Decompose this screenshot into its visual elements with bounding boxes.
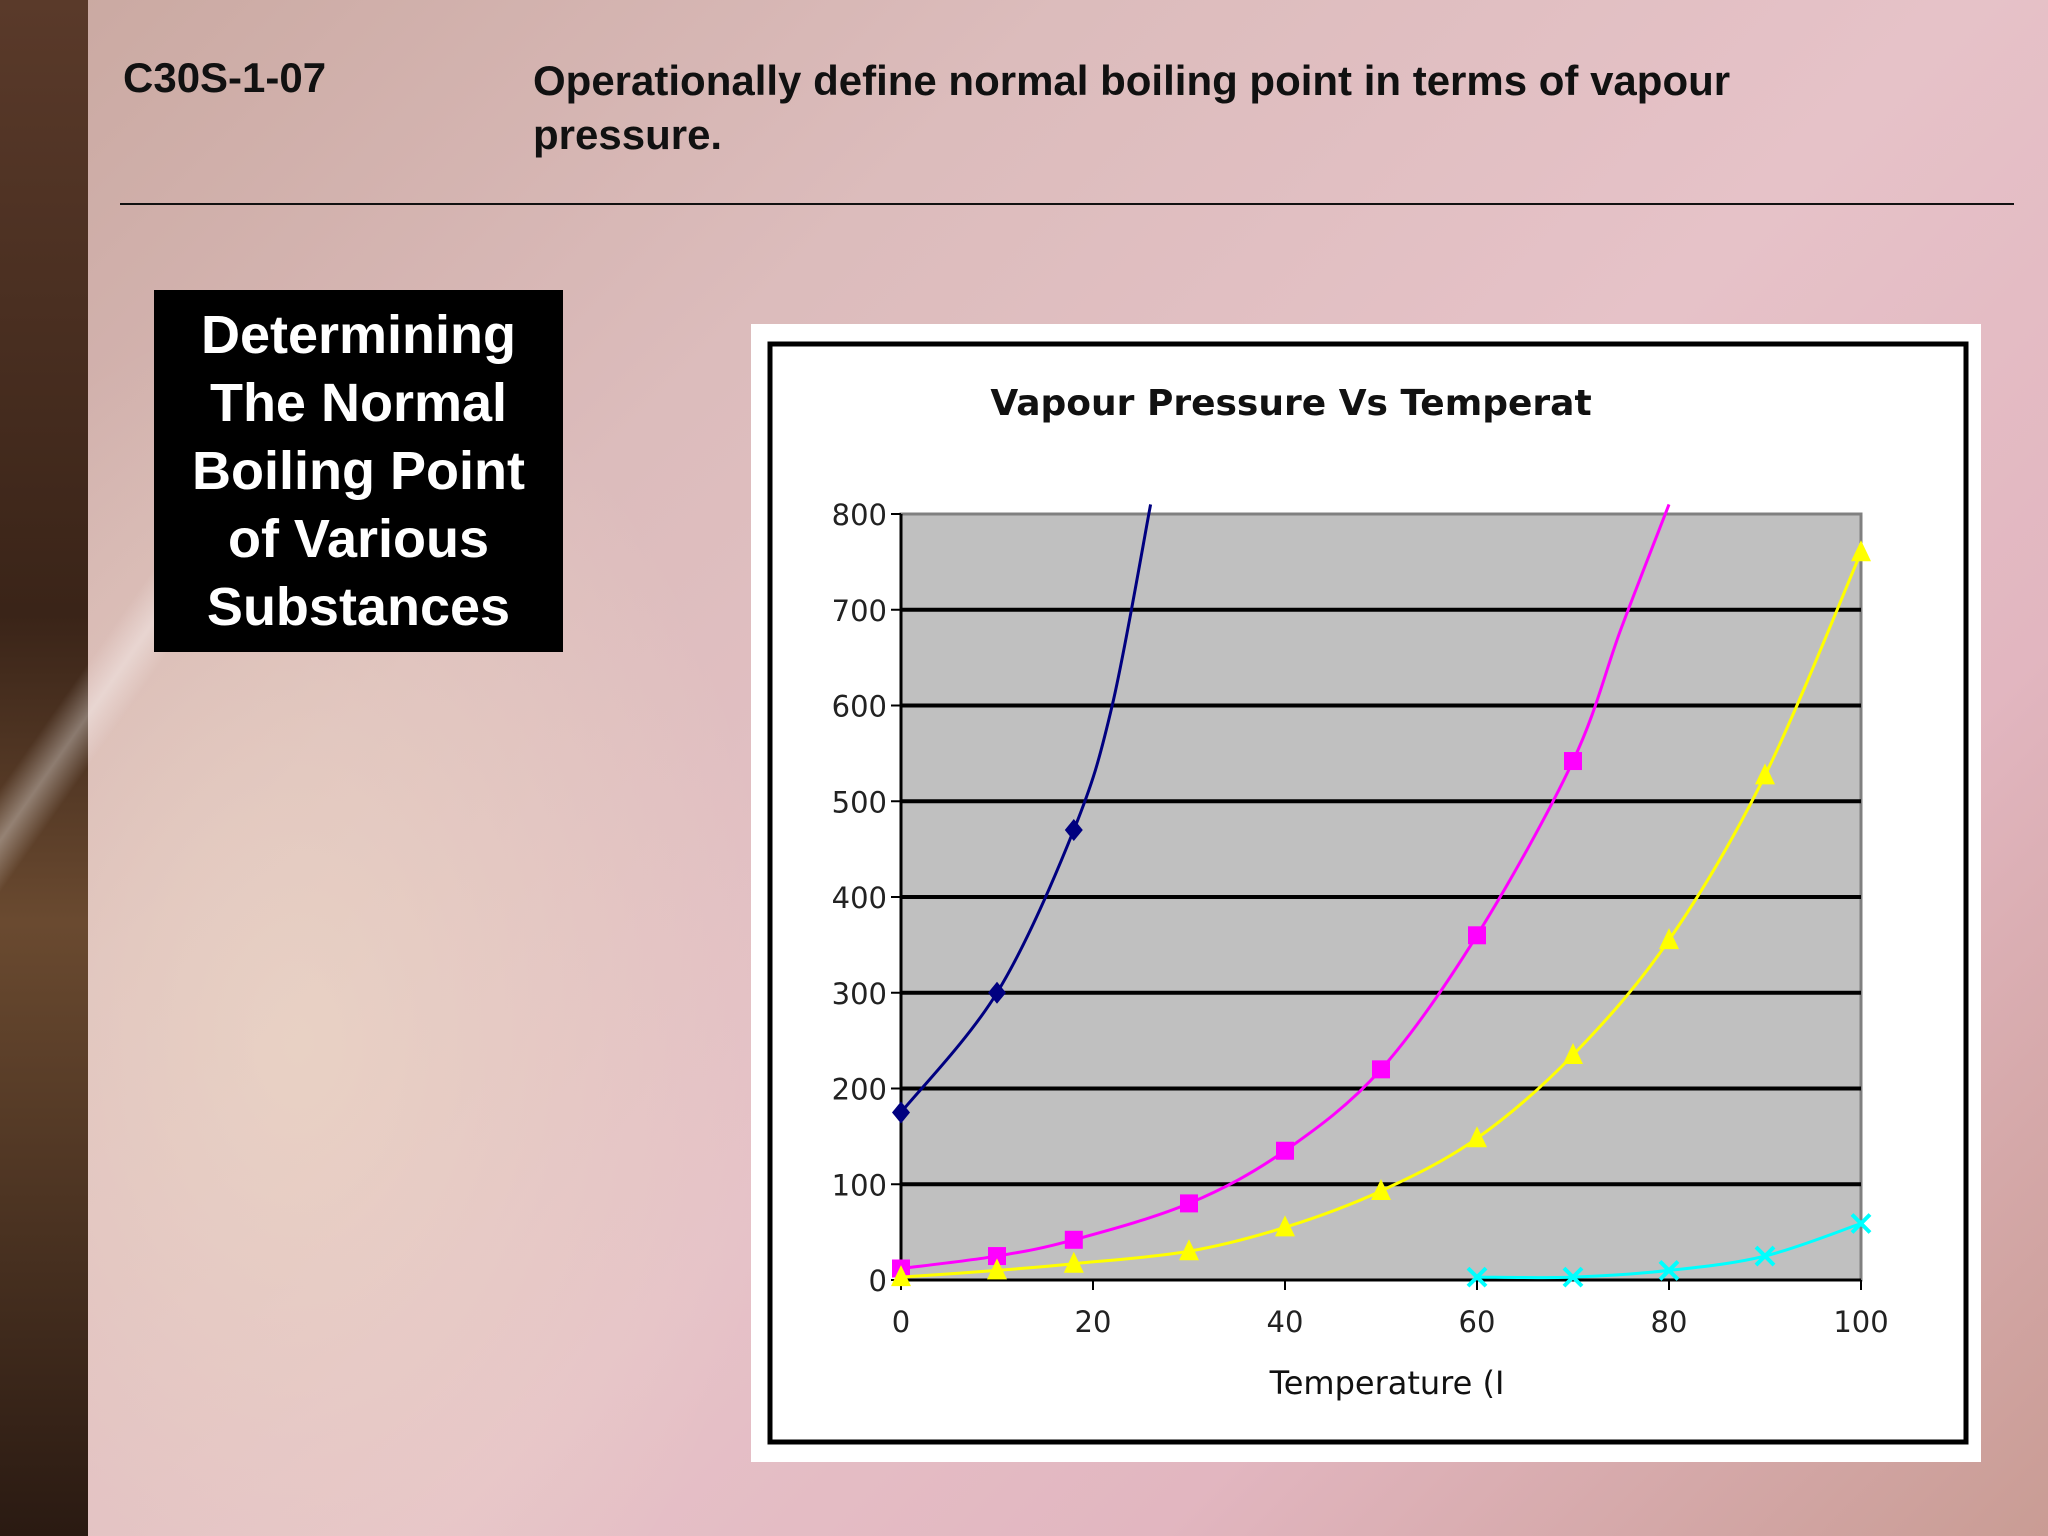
y-tick-label: 300: [832, 977, 887, 1011]
data-point-triangle: [1371, 1178, 1391, 1200]
slide-title: Determining The Normal Boiling Point of …: [192, 305, 525, 637]
y-tick-label: 800: [832, 498, 887, 532]
data-point-triangle: [1659, 928, 1679, 950]
chart-title: Vapour Pressure Vs Temperat: [990, 383, 1591, 424]
data-point-square: [1276, 1141, 1294, 1160]
x-tick-label: 40: [1267, 1305, 1304, 1339]
y-tick-label: 0: [869, 1264, 887, 1298]
data-point-triangle: [1851, 540, 1871, 562]
data-point-triangle: [1563, 1042, 1583, 1064]
data-point-triangle: [1275, 1215, 1295, 1237]
data-point-triangle: [1179, 1239, 1199, 1261]
data-point-x: [1754, 1245, 1776, 1267]
data-point-triangle: [1755, 763, 1775, 785]
y-tick-label: 600: [832, 690, 887, 724]
data-point-triangle: [987, 1258, 1007, 1280]
data-point-square: [1372, 1060, 1390, 1079]
data-point-square: [1180, 1194, 1198, 1213]
data-point-x: [1850, 1213, 1872, 1234]
data-point-x: [1562, 1266, 1584, 1288]
data-point-diamond: [988, 981, 1006, 1004]
y-tick-label: 500: [832, 785, 887, 819]
data-point-x: [1658, 1260, 1680, 1281]
data-point-square: [1564, 752, 1582, 771]
header-divider: [120, 203, 2014, 205]
background-left-strip: [0, 0, 88, 1536]
chart-panel: Vapour Pressure Vs Temperat 0 100 200 300 40…: [751, 324, 1981, 1462]
y-tick-label: 100: [832, 1168, 887, 1202]
outcome-code: C30S-1-07: [123, 54, 327, 101]
x-tick-label: 80: [1651, 1305, 1688, 1339]
x-tick-label: 20: [1075, 1305, 1112, 1339]
x-tick-label: 100: [1833, 1305, 1888, 1339]
y-tick-label: 400: [832, 881, 887, 915]
x-axis-label: Temperature (I: [1269, 1364, 1505, 1402]
vapour-pressure-chart: Vapour Pressure Vs Temperat 010020030040…: [767, 341, 1969, 1445]
data-point-diamond: [892, 1101, 910, 1124]
y-tick-label: 700: [832, 594, 887, 628]
data-point-square: [1468, 926, 1486, 945]
data-point-square: [1064, 1230, 1083, 1249]
x-tick-label: 60: [1459, 1305, 1496, 1339]
x-tick-label: 0: [892, 1305, 910, 1339]
data-point-triangle: [1063, 1251, 1084, 1273]
y-tick-label: 200: [832, 1073, 887, 1107]
data-point-triangle: [1467, 1126, 1487, 1148]
data-point-triangle: [891, 1265, 911, 1287]
outcome-objective: Operationally define normal boiling poin…: [533, 57, 1731, 158]
data-point-square: [988, 1247, 1006, 1266]
data-point-diamond: [1064, 818, 1083, 841]
slide-title-box: Determining The Normal Boiling Point of …: [154, 290, 563, 652]
data-point-x: [1466, 1266, 1488, 1288]
